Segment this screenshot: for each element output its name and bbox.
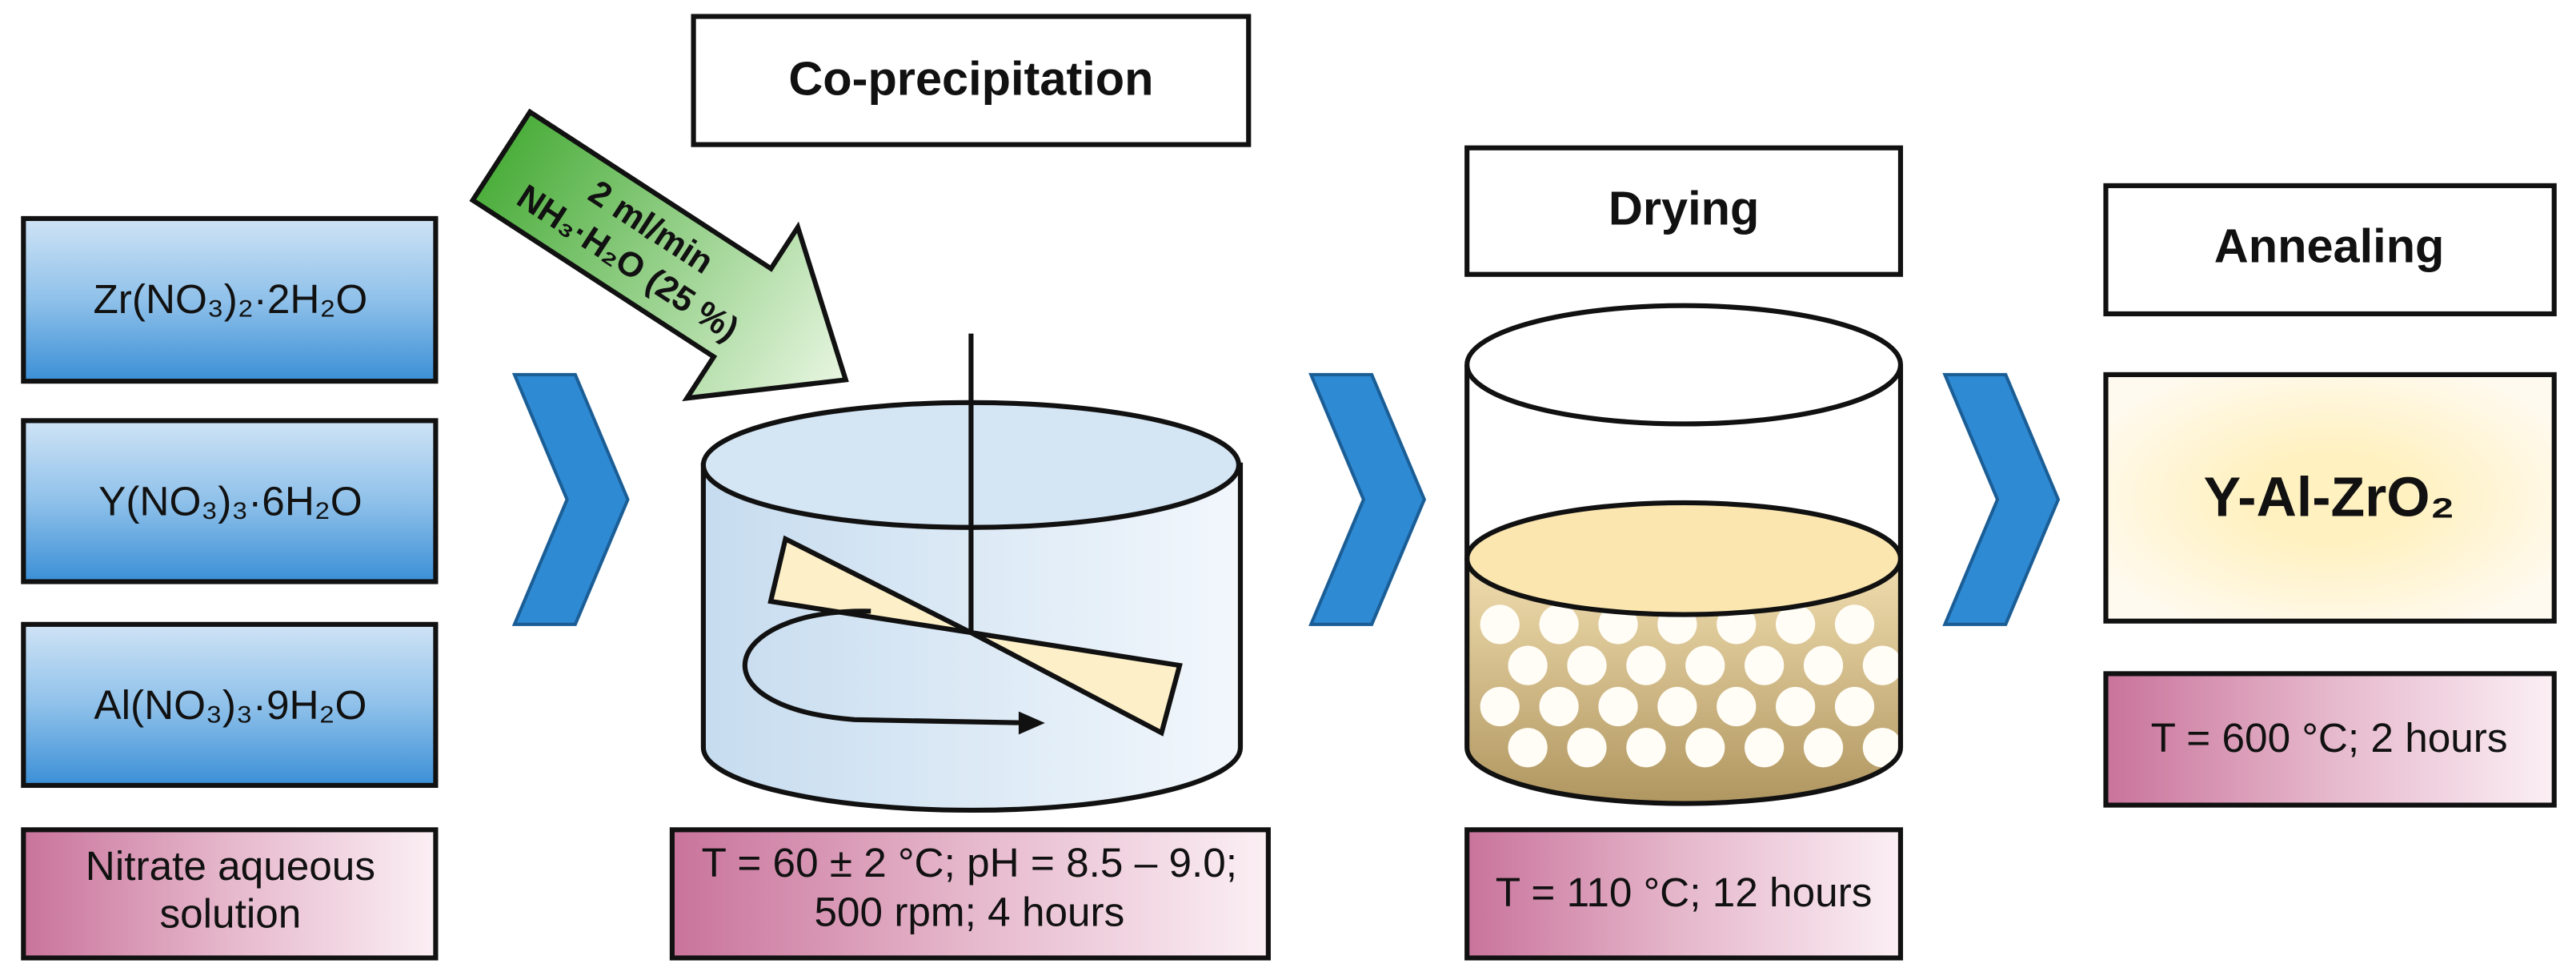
note-line: Nitrate aqueous — [86, 843, 375, 889]
particle — [1745, 728, 1785, 768]
particle — [1776, 604, 1816, 645]
stage-title: Annealing — [2214, 219, 2445, 273]
particle — [1480, 604, 1520, 645]
particle — [1598, 686, 1638, 727]
stage-title-box — [1464, 145, 1904, 277]
rotation-arrowhead — [1018, 711, 1045, 735]
particle — [1862, 728, 1903, 768]
note-line: solution — [159, 891, 301, 937]
note-box — [21, 827, 439, 961]
particles — [1480, 604, 1903, 768]
stage-title-box — [2103, 183, 2557, 317]
particle — [1539, 686, 1579, 727]
conditions: T = 60 ± 2 °C; pH = 8.5 – 9.0; — [702, 840, 1237, 886]
product-box — [2103, 372, 2557, 624]
particle — [1776, 686, 1816, 727]
particle — [1685, 645, 1725, 685]
particle — [1685, 728, 1725, 768]
conditions-box — [2103, 671, 2557, 808]
stage-title-box — [691, 14, 1252, 147]
particle — [1539, 604, 1579, 645]
stage-title: Co-precipitation — [788, 51, 1153, 105]
particle — [1567, 645, 1607, 685]
precursor: Y(NO₃)₃·6H₂O — [98, 479, 363, 524]
particle — [1803, 728, 1844, 768]
chevron — [1942, 372, 2061, 626]
liquid-surface — [1464, 500, 1904, 617]
beaker-top — [1464, 303, 1904, 427]
precursor: Zr(NO₃)₂·2H₂O — [93, 276, 367, 322]
reactor — [700, 462, 1244, 813]
precursor: Al(NO₃)₃·9H₂O — [94, 682, 367, 728]
chevron — [1308, 372, 1427, 626]
particle — [1626, 645, 1666, 685]
precursor-box — [21, 621, 439, 789]
rotation-arrow — [742, 608, 1032, 726]
beaker — [1464, 364, 1904, 806]
particle — [1745, 645, 1785, 685]
particle — [1834, 686, 1875, 727]
precursor-box — [21, 215, 439, 384]
particle — [1508, 645, 1548, 685]
particle — [1626, 728, 1666, 768]
particle — [1862, 645, 1903, 685]
stirrer-blade — [767, 535, 972, 636]
particle — [1657, 686, 1697, 727]
conditions-box — [669, 827, 1271, 961]
conditions: T = 600 °C; 2 hours — [2151, 715, 2508, 761]
conditions: T = 110 °C; 12 hours — [1496, 870, 1873, 915]
particle — [1508, 728, 1548, 768]
particle — [1567, 728, 1607, 768]
conditions: 500 rpm; 4 hours — [814, 890, 1124, 935]
stirrer-blade — [969, 630, 1183, 737]
conditions-box — [1464, 827, 1904, 961]
stage-title: Drying — [1608, 181, 1759, 235]
particle — [1480, 686, 1520, 727]
particle — [1803, 645, 1844, 685]
particle — [1717, 686, 1757, 727]
precursor-box — [21, 418, 439, 584]
product: Y-Al-ZrO₂ — [2204, 465, 2455, 528]
chevron — [511, 372, 630, 626]
arrow-shape — [469, 108, 849, 402]
particle — [1834, 604, 1875, 645]
